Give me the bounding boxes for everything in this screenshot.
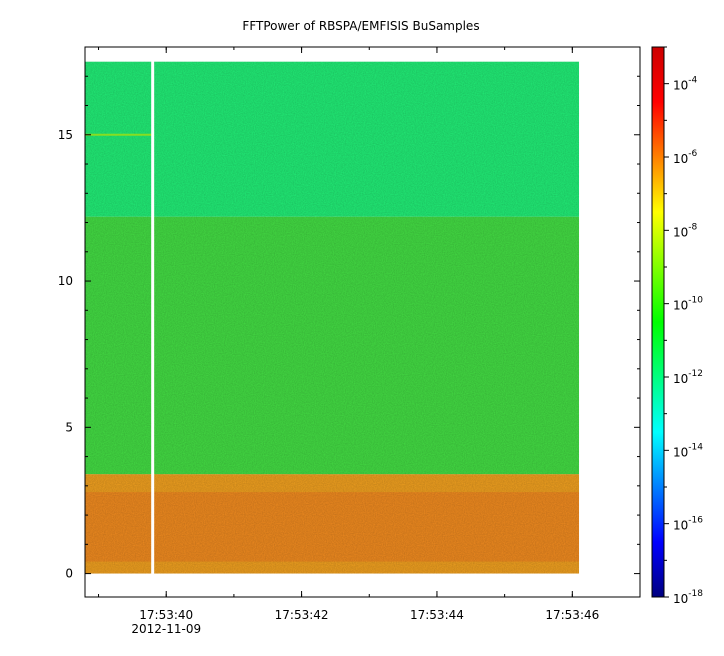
colorbar-tick-exponent: -8 <box>688 222 697 232</box>
colorbar-tick-exponent: -14 <box>688 442 703 452</box>
colorbar-tick-exponent: -10 <box>688 296 703 306</box>
chart-title: FFTPower of RBSPA/EMFISIS BuSamples <box>242 19 479 33</box>
x-date-label: 2012-11-09 <box>131 622 201 636</box>
noise-texture <box>85 61 580 574</box>
plot-frame <box>84 46 641 598</box>
colorbar-tick-label: 10-10 <box>673 296 703 313</box>
y-axis: 0 5 10 15 <box>58 46 640 581</box>
spectrogram-image <box>85 61 580 574</box>
colorbar-tick-label: 10-16 <box>673 516 703 533</box>
colorbar-tick-label: 10-14 <box>673 442 703 459</box>
colorbar-tick-exponent: -16 <box>688 516 703 526</box>
y-tick-label: 15 <box>58 128 73 142</box>
colorbar-tick-label: 10-18 <box>673 589 703 606</box>
data-gap <box>151 60 155 575</box>
plot-area <box>84 46 641 598</box>
x-tick-label: 17:53:44 <box>410 608 464 622</box>
colorbar-tick-exponent: -6 <box>688 149 697 159</box>
y-tick-label: 10 <box>58 274 73 288</box>
colorbar-tick-label: 10-12 <box>673 369 703 386</box>
colorbar-tick-exponent: -12 <box>688 369 703 379</box>
colorbar-tick-label: 10-6 <box>673 149 698 166</box>
colorbar-tick-label: 10-8 <box>673 222 698 239</box>
colorbar-tick-exponent: -18 <box>688 589 703 599</box>
colorbar-gradient <box>651 46 665 598</box>
x-tick-label: 17:53:42 <box>275 608 329 622</box>
colorbar-tick-label: 10-4 <box>673 76 698 93</box>
x-tick-label: 17:53:40 <box>139 608 193 622</box>
y-tick-label: 5 <box>65 420 73 434</box>
colorbar: 10-4 10-6 10-8 10-10 10-12 10-14 10-16 10-18 <box>651 46 703 606</box>
x-tick-label: 17:53:46 <box>545 608 599 622</box>
y-tick-label: 0 <box>65 567 73 581</box>
colorbar-tick-exponent: -4 <box>688 76 697 86</box>
